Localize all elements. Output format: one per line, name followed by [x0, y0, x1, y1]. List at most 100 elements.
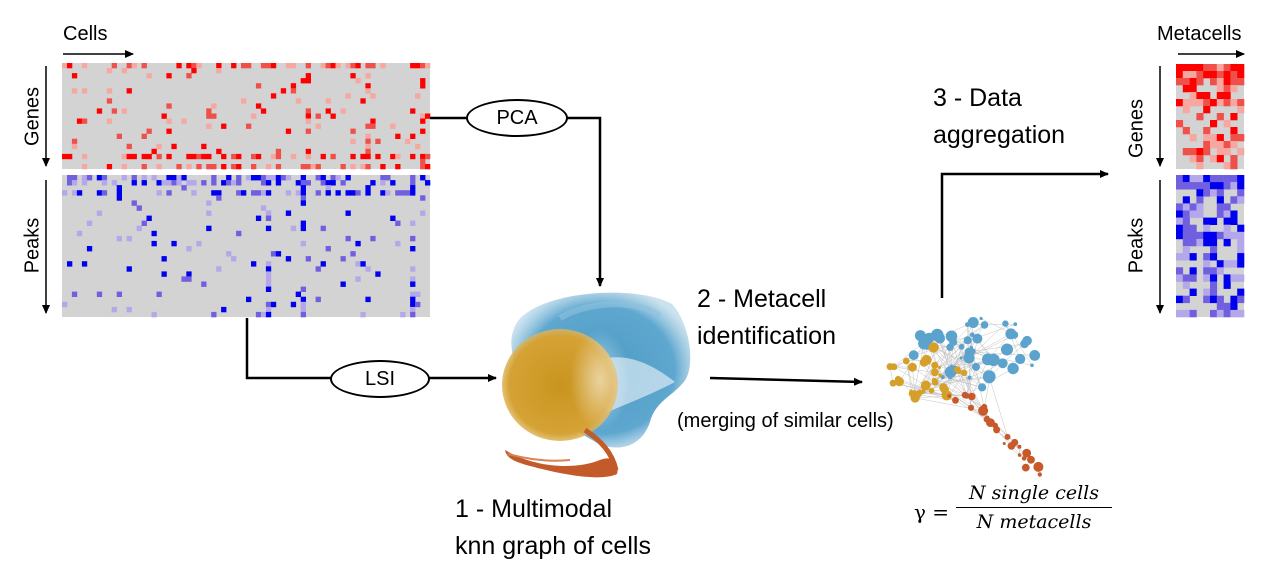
matrix-cell — [1196, 175, 1204, 183]
metacell-node — [1017, 444, 1022, 449]
matrix-cell — [116, 235, 122, 242]
metacell-node — [963, 392, 970, 399]
matrix-cell — [1237, 106, 1245, 114]
matrix-cell — [1189, 253, 1197, 261]
matrix-cell — [360, 311, 366, 318]
metacell-node — [914, 330, 926, 342]
matrix-cell — [1182, 175, 1190, 183]
matrix-cell — [1223, 78, 1231, 86]
matrix-cell — [315, 296, 321, 303]
matrix-cell — [231, 256, 237, 262]
matrix-cell — [410, 185, 416, 191]
matrix-cell — [1210, 182, 1218, 190]
matrix-cell — [1230, 64, 1238, 72]
matrix-cell — [1189, 238, 1197, 247]
matrix-cell — [166, 180, 172, 186]
matrix-cell — [1196, 231, 1204, 240]
matrix-cell — [211, 180, 217, 186]
matrix-cell — [1223, 217, 1231, 225]
graph-edge — [899, 343, 925, 382]
matrix-cell — [255, 311, 262, 318]
graph-edge — [912, 366, 945, 390]
matrix-cell — [186, 246, 192, 252]
matrix-cell — [1230, 182, 1238, 190]
metacell-node — [969, 345, 974, 350]
matrix-cell — [1182, 148, 1190, 156]
matrix-cell — [1223, 148, 1231, 156]
matrix-cell — [1182, 231, 1190, 240]
matrix-cell — [171, 180, 177, 186]
matrix-cell — [1237, 148, 1245, 156]
matrix-cell — [1196, 238, 1204, 247]
metacell-node — [1017, 453, 1022, 457]
matrix-cell — [410, 246, 416, 252]
matrix-cell — [67, 153, 73, 160]
matrix-cell — [370, 118, 376, 124]
matrix-cell — [385, 175, 391, 181]
aggregation-connector — [940, 170, 1109, 298]
matrix-cell — [1223, 281, 1231, 289]
matrix-cell — [166, 118, 172, 124]
matrix-cell — [251, 175, 257, 181]
matrix-cell — [156, 291, 162, 297]
metacell-node — [945, 332, 954, 341]
matrix-cell — [395, 164, 401, 170]
matrix-cell — [1176, 71, 1184, 79]
step2-note: (merging of similar cells) — [677, 410, 894, 432]
matrix-cell — [1210, 281, 1218, 289]
matrix-cell — [1203, 217, 1211, 225]
matrix-cell — [236, 190, 242, 196]
matrix-cell — [325, 246, 331, 252]
matrix-cell — [345, 210, 351, 216]
matrix-cell — [76, 190, 83, 196]
matrix-cell — [156, 180, 162, 186]
matrix-cell — [1237, 182, 1245, 190]
matrix-cell — [1210, 238, 1218, 247]
matrix-cell — [330, 63, 336, 69]
matrix-cell — [280, 88, 287, 94]
metacell-node — [969, 332, 975, 338]
matrix-cell — [320, 63, 326, 69]
metacells-genes-matrix — [1176, 64, 1245, 170]
matrix-cell — [270, 301, 277, 308]
matrix-cell — [1196, 92, 1204, 100]
matrix-cell — [395, 220, 401, 226]
metacell-node — [969, 348, 976, 355]
matrix-cell — [1203, 141, 1211, 149]
matrix-cell — [1182, 196, 1190, 204]
matrix-cell — [275, 164, 282, 170]
matrix-cell — [62, 190, 68, 196]
matrix-cell — [365, 190, 371, 196]
matrix-cell — [1182, 85, 1190, 93]
matrix-cell — [320, 180, 326, 186]
matrix-cell — [131, 200, 137, 206]
matrix-cell — [1182, 246, 1190, 254]
matrix-cell — [300, 240, 306, 247]
matrix-cell — [191, 63, 197, 69]
matrix-cell — [1237, 295, 1245, 304]
matrix-cell — [265, 175, 272, 181]
matrix-cell — [201, 153, 207, 160]
matrix-cell — [295, 190, 301, 196]
matrix-cell — [151, 230, 157, 237]
metacell-node — [972, 362, 980, 371]
matrix-cell — [1182, 274, 1190, 282]
graph-edge — [933, 347, 977, 368]
matrix-cell — [255, 215, 262, 221]
matrix-cell — [375, 271, 381, 277]
matrix-cell — [295, 98, 301, 104]
matrix-cell — [405, 190, 411, 196]
graph-edge — [893, 366, 926, 386]
matrix-cell — [1210, 78, 1218, 86]
matrix-cell — [1189, 148, 1197, 156]
matrix-cell — [211, 164, 217, 170]
matrix-cell — [1237, 238, 1245, 247]
matrix-cell — [1203, 267, 1211, 275]
matrix-cell — [121, 175, 127, 181]
matrix-cell — [365, 63, 371, 69]
matrix-cell — [206, 225, 212, 232]
matrix-cell — [1189, 64, 1197, 72]
matrix-cell — [365, 296, 371, 303]
metacell-node — [1021, 463, 1030, 472]
gamma-numerator: N single cells — [968, 482, 1100, 504]
